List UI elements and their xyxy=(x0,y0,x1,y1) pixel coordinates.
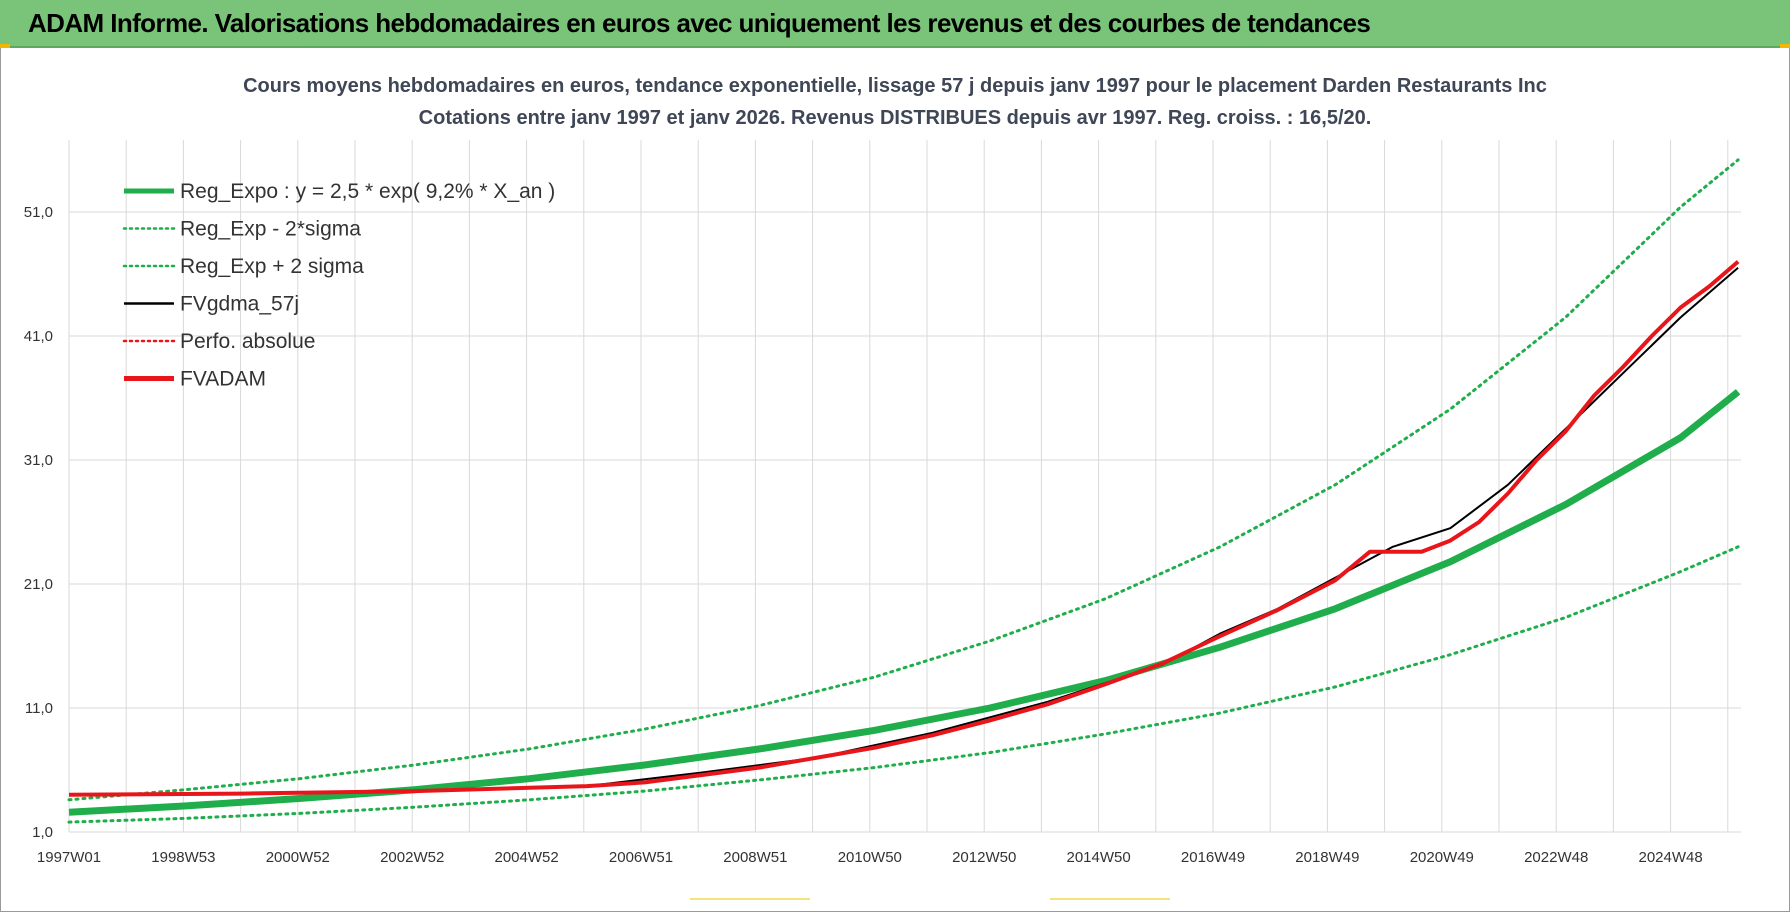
banner-title: ADAM Informe. Valorisations hebdomadaire… xyxy=(28,8,1371,38)
x-tick-label: 2010W50 xyxy=(838,849,902,866)
bottom-accent-left xyxy=(690,898,810,900)
x-tick-label: 2016W49 xyxy=(1181,849,1245,866)
y-axis-tick-labels: 1,0 11,0 21,0 31,0 41,0 51,0 xyxy=(24,204,53,841)
x-tick-label: 2022W48 xyxy=(1524,849,1588,866)
y-tick-label: 11,0 xyxy=(25,700,53,717)
series-reg-expo xyxy=(68,389,1741,816)
legend-label: Reg_Expo : y = 2,5 * exp( 9,2% * X_an ) xyxy=(180,180,555,203)
legend-label: Perfo. absolue xyxy=(180,330,315,353)
corner-mark-right xyxy=(1780,44,1790,48)
x-tick-label: 2012W50 xyxy=(952,849,1016,866)
horizontal-gridlines xyxy=(69,211,1741,833)
x-tick-label: 1998W53 xyxy=(151,849,215,866)
x-tick-label: 2004W52 xyxy=(494,849,558,866)
y-tick-label: 41,0 xyxy=(24,328,53,345)
vertical-gridlines xyxy=(68,140,1729,832)
x-tick-label: 1997W01 xyxy=(37,849,101,866)
x-tick-label: 2020W49 xyxy=(1410,849,1474,866)
legend: Reg_Expo : y = 2,5 * exp( 9,2% * X_an ) R… xyxy=(122,180,555,391)
series-reg-minus-2sigma xyxy=(67,545,1740,824)
x-axis-tick-labels: 1997W01 1998W53 2000W52 2002W52 2004W52 2006W… xyxy=(37,849,1703,866)
x-tick-label: 2024W48 xyxy=(1638,849,1702,866)
y-tick-label: 31,0 xyxy=(24,452,53,469)
series-reg-plus-2sigma xyxy=(67,158,1740,802)
x-tick-label: 2018W49 xyxy=(1295,849,1359,866)
x-tick-label: 2000W52 xyxy=(266,849,330,866)
chart-title-line2: Cotations entre janv 1997 et janv 2026. … xyxy=(419,107,1372,129)
y-tick-label: 21,0 xyxy=(24,576,53,593)
x-tick-label: 2008W51 xyxy=(723,849,787,866)
corner-mark-left xyxy=(0,44,10,48)
legend-label: Reg_Exp - 2*sigma xyxy=(180,218,361,241)
header-banner: ADAM Informe. Valorisations hebdomadaire… xyxy=(0,0,1790,48)
chart-title-line1: Cours moyens hebdomadaires en euros, ten… xyxy=(243,75,1547,97)
bottom-accent-right xyxy=(1050,898,1170,900)
series-fvadam xyxy=(68,260,1740,797)
y-tick-label: 51,0 xyxy=(24,204,53,221)
x-tick-label: 2002W52 xyxy=(380,849,444,866)
series-fvgdma xyxy=(68,267,1739,796)
x-tick-label: 2014W50 xyxy=(1066,849,1130,866)
series-lines xyxy=(67,158,1741,824)
legend-label: FVADAM xyxy=(180,368,266,391)
legend-label: Reg_Exp + 2 sigma xyxy=(180,255,364,278)
y-tick-label: 1,0 xyxy=(32,824,53,841)
legend-label: FVgdma_57j xyxy=(180,293,299,316)
x-tick-label: 2006W51 xyxy=(609,849,673,866)
